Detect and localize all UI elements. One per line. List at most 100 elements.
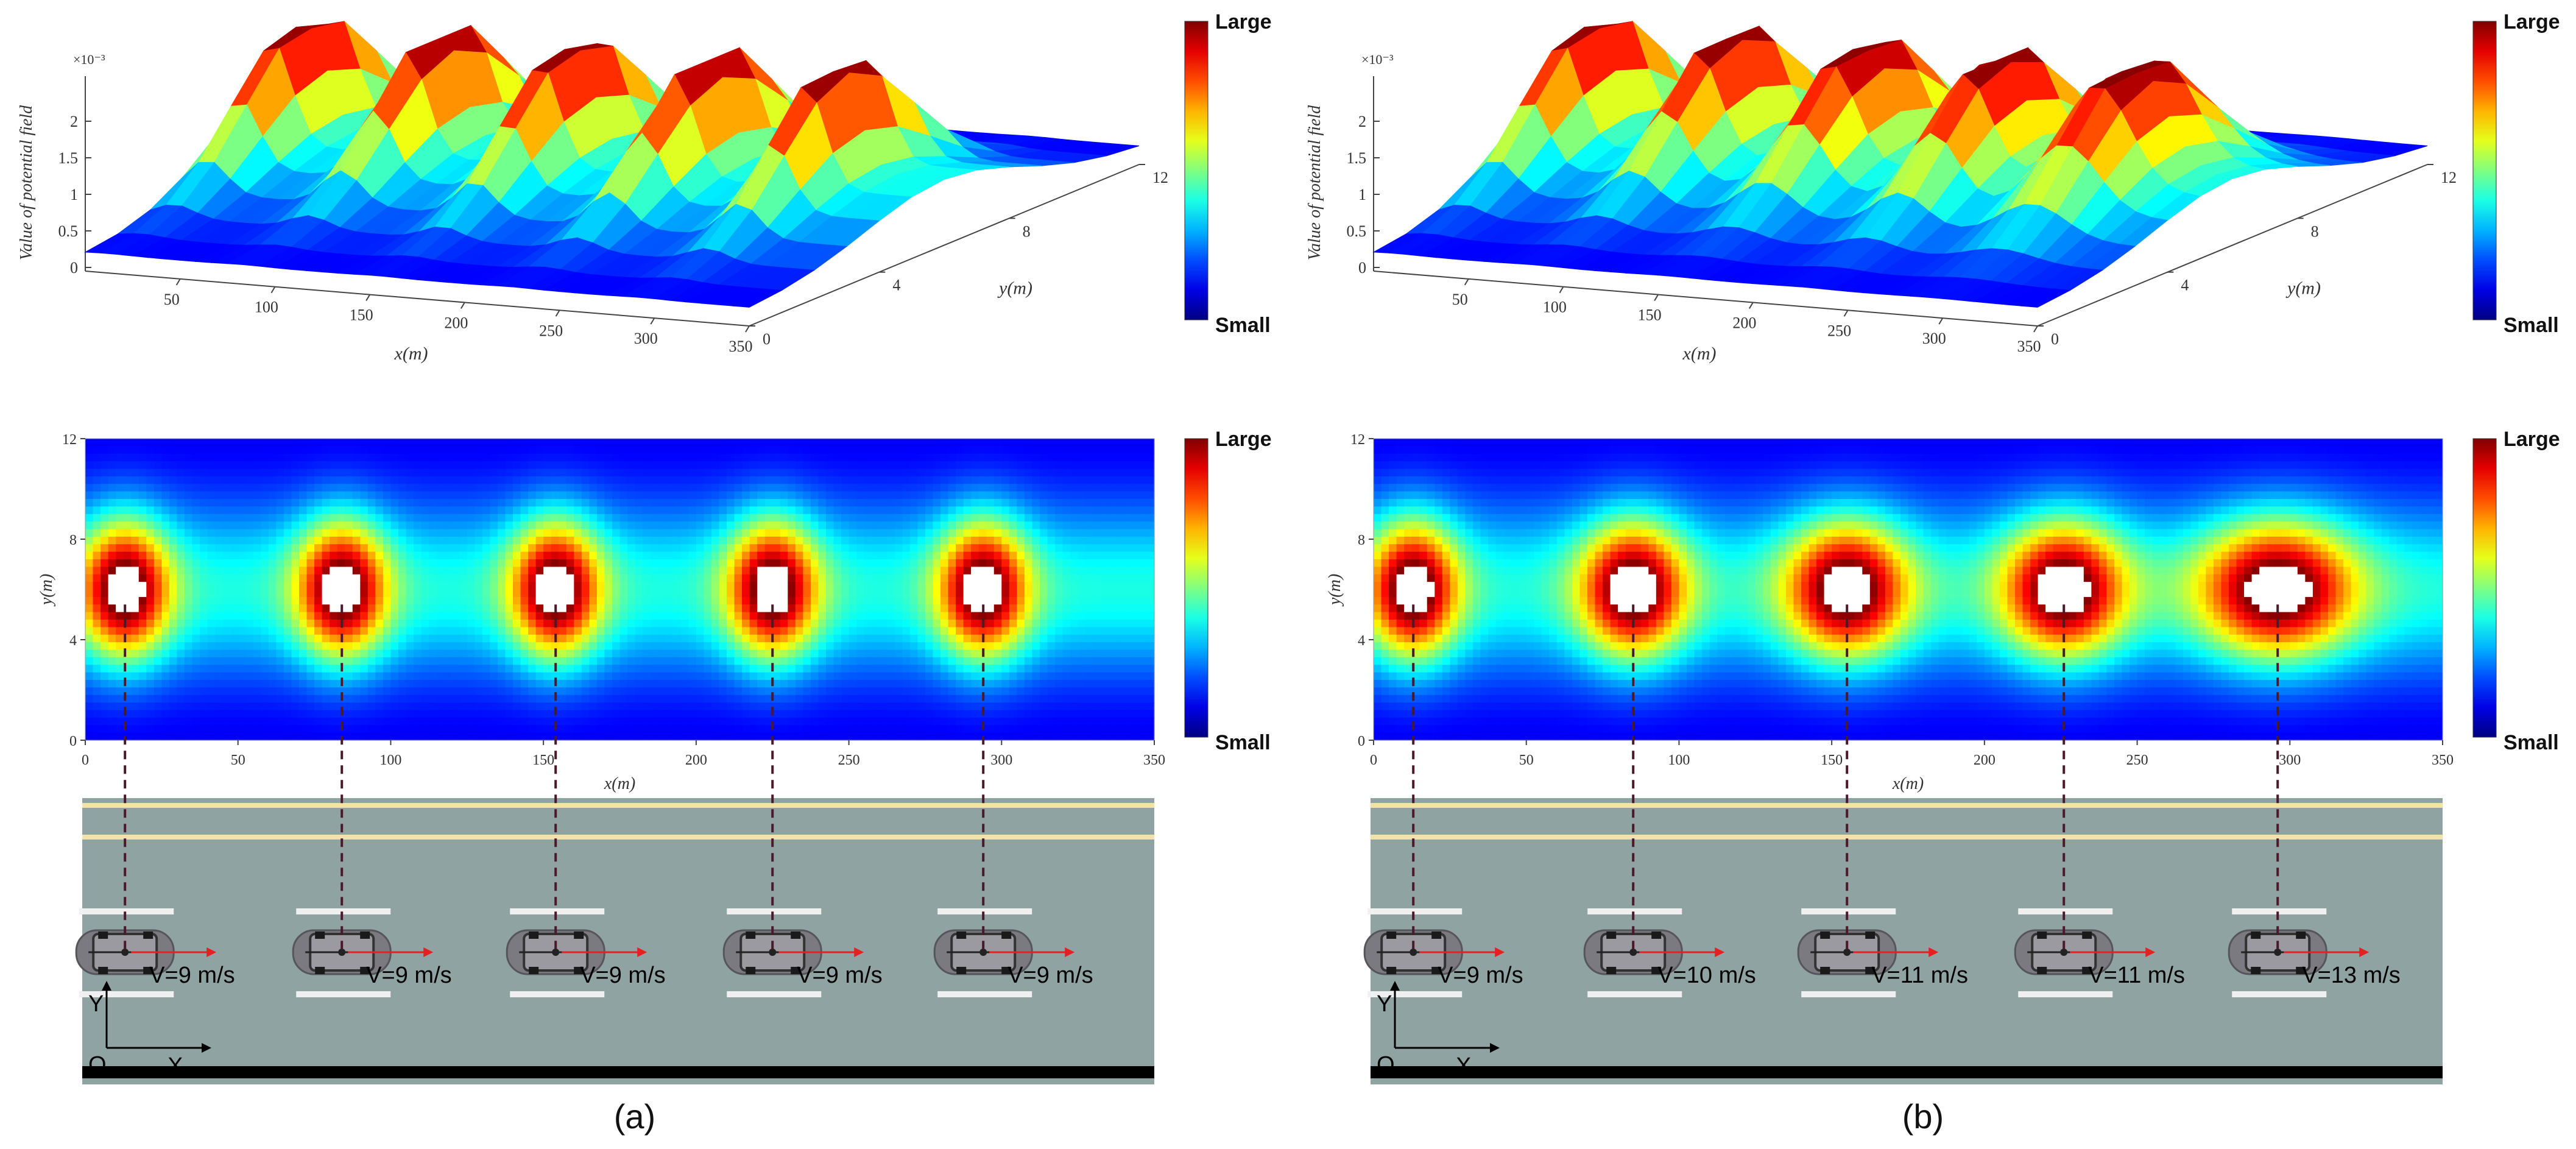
heatmap-cell (772, 589, 781, 598)
heatmap-cell (459, 453, 468, 462)
heatmap-cell (818, 476, 827, 484)
heatmap-cell (322, 596, 330, 605)
heatmap-cell (849, 468, 857, 477)
heatmap-cell (788, 702, 796, 711)
heatmap-cell (436, 634, 445, 643)
heatmap-cell (825, 620, 835, 628)
heatmap-cell (238, 604, 246, 613)
heatmap-cell (238, 589, 246, 598)
heatmap-cell (138, 439, 147, 447)
heatmap-cell (482, 582, 490, 590)
heatmap-cell (406, 657, 414, 665)
heatmap-cell (116, 499, 124, 507)
heatmap-cell (856, 521, 865, 530)
heatmap-cell (459, 680, 468, 688)
heatmap-cell (635, 529, 643, 537)
heatmap-cell (596, 642, 605, 651)
heatmap-cell (665, 521, 674, 530)
heatmap-cell (810, 657, 819, 665)
heatmap-cell (467, 702, 475, 711)
heatmap-cell (551, 521, 559, 530)
heatmap-cell (482, 634, 490, 643)
heatmap-cell (169, 514, 178, 522)
heatmap-cell (764, 529, 773, 537)
heatmap-cell (475, 710, 483, 718)
heatmap-cell (581, 620, 590, 628)
heatmap-cell (825, 453, 835, 462)
heatmap-cell (184, 582, 193, 590)
heatmap-cell (902, 559, 911, 567)
heatmap-cell (604, 521, 613, 530)
heatmap-cell (360, 634, 369, 643)
heatmap-cell (803, 612, 811, 620)
heatmap-cell (383, 680, 392, 688)
heatmap-cell (299, 499, 308, 507)
heatmap-cell (543, 642, 552, 651)
heatmap-cell (894, 649, 903, 658)
heatmap-cell (276, 710, 284, 718)
heatmap-cell (658, 702, 666, 711)
heatmap-cell (658, 732, 666, 741)
heatmap-cell (627, 732, 636, 741)
heatmap-cell (727, 559, 735, 567)
heatmap-cell (894, 499, 903, 507)
heatmap-cell (917, 702, 926, 711)
heatmap-cell (398, 439, 407, 447)
heatmap-cell (849, 536, 857, 545)
heatmap-cell (345, 589, 353, 598)
heatmap-cell (360, 461, 369, 470)
heatmap-cell (665, 567, 674, 575)
heatmap-cell (85, 521, 94, 530)
heatmap-cell (245, 559, 254, 567)
heatmap-cell (673, 529, 682, 537)
heatmap-cell (375, 582, 384, 590)
heatmap-cell (643, 596, 651, 605)
heatmap-cell (345, 649, 353, 658)
heatmap-cell (390, 657, 399, 665)
heatmap-cell (291, 672, 300, 681)
heatmap-cell (902, 536, 911, 545)
heatmap-cell (559, 453, 567, 462)
heatmap-cell (184, 529, 193, 537)
heatmap-cell (604, 642, 613, 651)
heatmap-cell (879, 695, 887, 703)
heatmap-cell (85, 567, 94, 575)
heatmap-cell (528, 446, 537, 454)
heatmap-cell (673, 559, 682, 567)
heatmap-cell (619, 596, 628, 605)
heatmap-cell (245, 446, 254, 454)
heatmap-cell (314, 680, 323, 688)
heatmap-cell (596, 732, 605, 741)
heatmap-cell (795, 544, 803, 553)
heatmap-cell (406, 491, 414, 500)
heatmap-cell (505, 582, 513, 590)
heatmap-cell (772, 439, 781, 447)
heatmap-cell (795, 468, 803, 477)
heatmap-cell (528, 717, 537, 726)
heatmap-cell (192, 476, 200, 484)
heatmap-cell (917, 627, 926, 635)
heatmap-cell (459, 506, 468, 515)
heatmap-cell (643, 499, 651, 507)
heatmap-cell (825, 499, 835, 507)
heatmap-cell (818, 589, 827, 598)
heatmap-cell (375, 665, 384, 673)
heatmap-cell (574, 551, 582, 560)
heatmap-cell (451, 536, 460, 545)
heatmap-cell (215, 657, 224, 665)
heatmap-cell (490, 453, 498, 462)
heatmap-cell (352, 453, 361, 462)
heatmap-cell (627, 620, 636, 628)
heatmap-cell (375, 732, 384, 741)
heatmap-cell (673, 567, 682, 575)
heatmap-cell (475, 642, 483, 651)
heatmap-cell (879, 582, 887, 590)
heatmap-cell (780, 687, 788, 696)
heatmap-cell (627, 551, 636, 560)
heatmap-cell (360, 702, 369, 711)
heatmap-cell (398, 634, 407, 643)
heatmap-cell (727, 521, 735, 530)
heatmap-cell (589, 521, 598, 530)
heatmap-cell (665, 536, 674, 545)
heatmap-cell (497, 732, 506, 741)
